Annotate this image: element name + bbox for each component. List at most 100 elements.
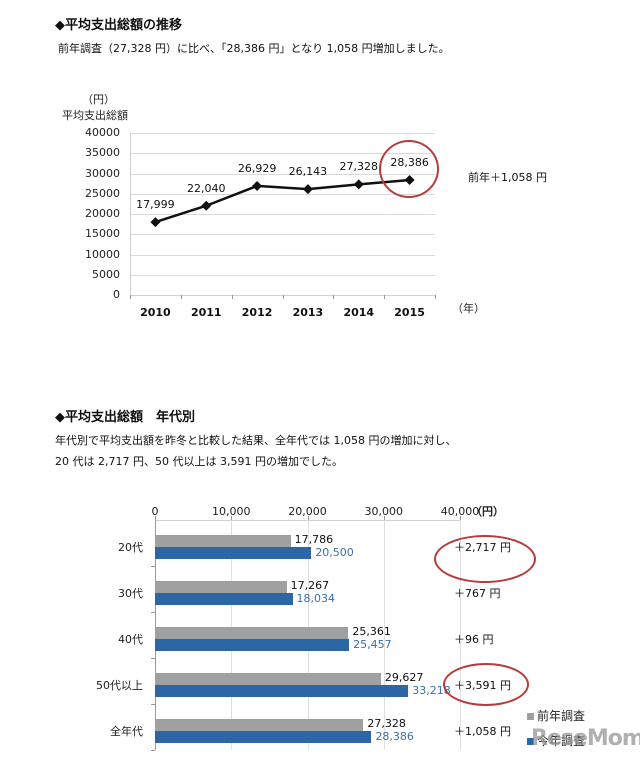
y-axis-tick (151, 704, 155, 705)
x-tick-label: 40,000 (440, 505, 480, 518)
bar-label-prev-year: 27,328 (367, 717, 406, 730)
gridline (130, 214, 435, 215)
gridline-vertical (460, 520, 461, 750)
difference-annotation: ＋1,058 円 (454, 725, 511, 738)
y-tick-label: 10000 (85, 247, 120, 261)
y-tick-label: 5000 (92, 267, 120, 281)
x-axis-tick (231, 295, 233, 299)
bar-label-prev-year: 17,267 (290, 579, 330, 592)
bar-prev-year (155, 581, 287, 593)
y-tick-label: 30000 (85, 166, 120, 180)
data-label: 26,929 (237, 161, 277, 175)
bar-prev-year (155, 719, 364, 731)
y-axis-tick (151, 566, 155, 567)
x-tick-label: 2015 (394, 306, 425, 319)
y-tick-label: 0 (113, 288, 120, 301)
x-tick-label: 2011 (190, 306, 222, 319)
bar-this-year (155, 547, 312, 559)
bar-prev-year (155, 627, 349, 639)
x-unit-label-yen: （円） (471, 505, 504, 518)
y-tick-label: 25000 (85, 186, 120, 200)
y-tick-label: 20000 (85, 207, 120, 220)
y-tick-label: 15000 (85, 227, 120, 241)
bar-label-this-year: 33,218 (412, 684, 451, 697)
y-axis-tick (151, 612, 155, 613)
y-axis-line (130, 133, 131, 295)
x-axis-tick (307, 516, 309, 520)
data-label: 17,999 (136, 198, 175, 212)
watermark-logo: ReseMom. (531, 726, 640, 751)
x-axis-tick (180, 295, 182, 299)
difference-annotation: ＋96 円 (454, 633, 494, 646)
diamond-marker (353, 179, 364, 190)
x-axis-tick (333, 295, 335, 299)
bar-label-this-year: 20,500 (315, 546, 354, 559)
category-label: 40代 (118, 633, 143, 646)
bar-label-this-year: 18,034 (296, 592, 336, 605)
section1-paragraph: 前年調査（27,328 円）に比べ、「28,386 円」となり 1,058 円増… (58, 42, 450, 55)
bar-this-year (155, 593, 293, 605)
x-axis-tick (130, 295, 131, 299)
bar-prev-year (155, 673, 381, 685)
gridline (130, 274, 435, 276)
category-label: 全年代 (110, 725, 143, 738)
y-tick-label: 40000 (85, 126, 120, 139)
gridline-vertical (383, 520, 385, 750)
y-axis-tick (151, 658, 155, 659)
difference-annotation: ＋767 円 (454, 587, 501, 600)
bar-label-this-year: 28,386 (375, 730, 414, 743)
bar-this-year (155, 731, 372, 743)
x-axis-tick (460, 516, 461, 520)
x-tick-label: 30,000 (364, 505, 404, 518)
y-unit-label: （円） (82, 93, 115, 106)
bar-label-this-year: 25,457 (353, 638, 392, 651)
section1-heading: ◆平均支出総額の推移 (55, 18, 182, 33)
gridline (130, 254, 435, 256)
highlight-circle-20s (434, 535, 536, 583)
bar-prev-year (155, 535, 291, 547)
x-tick-label: 20,000 (288, 505, 327, 518)
gridline (130, 234, 435, 236)
x-tick-label: 0 (151, 505, 159, 518)
x-tick-label: 2013 (292, 306, 324, 319)
x-axis-tick (155, 516, 156, 520)
x-tick-label: 10,000 (212, 505, 251, 518)
x-axis-tick (435, 295, 436, 299)
category-label: 30代 (118, 587, 143, 600)
gridline (130, 173, 435, 175)
line-series (150, 175, 415, 228)
x-axis-tick (383, 516, 385, 520)
y-tick-label: 35000 (85, 146, 120, 160)
bar-label-prev-year: 25,361 (352, 625, 391, 638)
x-tick-label: 2014 (343, 306, 375, 319)
y-axis-tick (151, 750, 155, 751)
gridline (130, 153, 435, 155)
legend-swatch-curr (527, 738, 534, 745)
gridline (130, 133, 435, 134)
legend-label-curr: 今年調査 (537, 734, 586, 748)
highlight-circle-50s (443, 663, 529, 706)
x-tick-label: 2012 (241, 306, 273, 319)
gridline (130, 193, 435, 195)
category-label: 50代以上 (96, 679, 143, 692)
x-unit-label: （年） (452, 302, 485, 315)
diamond-marker (252, 180, 263, 191)
section2-heading: ◆平均支出総額 年代別 (55, 410, 195, 425)
diamond-marker (302, 184, 313, 195)
data-label: 27,328 (339, 160, 379, 174)
legend-swatch-prev (527, 713, 534, 720)
bar-label-prev-year: 29,627 (384, 671, 424, 684)
bar-label-prev-year: 17,786 (294, 533, 334, 546)
data-label: 22,040 (187, 181, 226, 195)
section2-paragraph-line1: 年代別で平均支出額を昨冬と比較した結果、全年代では 1,058 円の増加に対し、 (55, 434, 457, 447)
legend-label-prev: 前年調査 (537, 709, 586, 723)
category-label: 20代 (118, 541, 143, 554)
x-tick-label: 2010 (140, 306, 171, 319)
diamond-marker (150, 217, 161, 228)
x-axis-line (155, 520, 460, 521)
bar-this-year (155, 685, 409, 697)
data-label: 26,143 (288, 165, 328, 179)
y-axis-title: 平均支出総額 (62, 109, 128, 122)
annotation-yoy-increase: 前年＋1,058 円 (468, 171, 547, 184)
bar-this-year (155, 639, 350, 651)
